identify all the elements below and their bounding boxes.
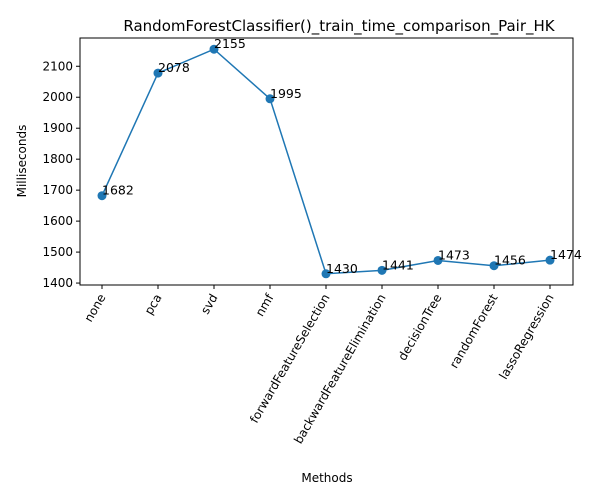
y-tick-label: 1700 (42, 183, 73, 197)
data-point (489, 261, 499, 271)
data-point (321, 269, 331, 279)
data-point (433, 255, 443, 265)
x-axis-label: Methods (301, 471, 352, 485)
data-label: 1995 (270, 86, 302, 101)
data-label: 1430 (326, 261, 358, 276)
y-axis-label: Milliseconds (15, 125, 29, 198)
x-tick-label: nmf (253, 291, 277, 319)
data-labels-layer: 1682 2078 2155 1995 1430 1441 1473 1456 1474 (102, 36, 582, 276)
y-tick-label: 2100 (42, 59, 73, 73)
x-tick-label: none (82, 292, 109, 325)
data-point (153, 68, 163, 78)
x-axis: none pca svd nmfforwardFeatureSelectionback… (82, 285, 557, 446)
series-line (101, 48, 551, 275)
x-tick-label: svd (198, 292, 221, 317)
x-tick-label: pca (142, 292, 165, 318)
chart-title: RandomForestClassifier()_train_time_comp… (123, 17, 555, 36)
plot-area-frame (79, 37, 574, 286)
x-tick-label: decisionTree (395, 292, 444, 363)
y-tick-label: 1600 (42, 214, 73, 228)
data-label: 1473 (438, 247, 470, 262)
data-point (377, 265, 387, 275)
data-label: 2155 (214, 36, 246, 51)
x-tick-label: lassoRegression (496, 292, 556, 382)
series-layer (97, 44, 555, 279)
x-tick-label: backwardFeatureElimination (291, 292, 388, 447)
data-point (265, 94, 275, 104)
y-tick-label: 1800 (42, 152, 73, 166)
y-tick-label: 1400 (42, 276, 73, 290)
x-tick-label: randomForest (447, 291, 501, 370)
data-label: 1441 (382, 257, 414, 272)
data-label: 2078 (158, 60, 190, 75)
data-label: 1474 (550, 247, 582, 262)
y-tick-label: 1900 (42, 121, 73, 135)
y-tick-label: 1500 (42, 245, 73, 259)
y-axis: 1400 1500 1600 1700 1800 1900 2000 2100 (42, 59, 80, 290)
data-label: 1456 (494, 253, 526, 268)
data-point (97, 191, 107, 201)
data-label: 1682 (102, 183, 134, 198)
data-point (545, 255, 555, 265)
y-tick-label: 2000 (42, 90, 73, 104)
data-point (209, 44, 219, 54)
